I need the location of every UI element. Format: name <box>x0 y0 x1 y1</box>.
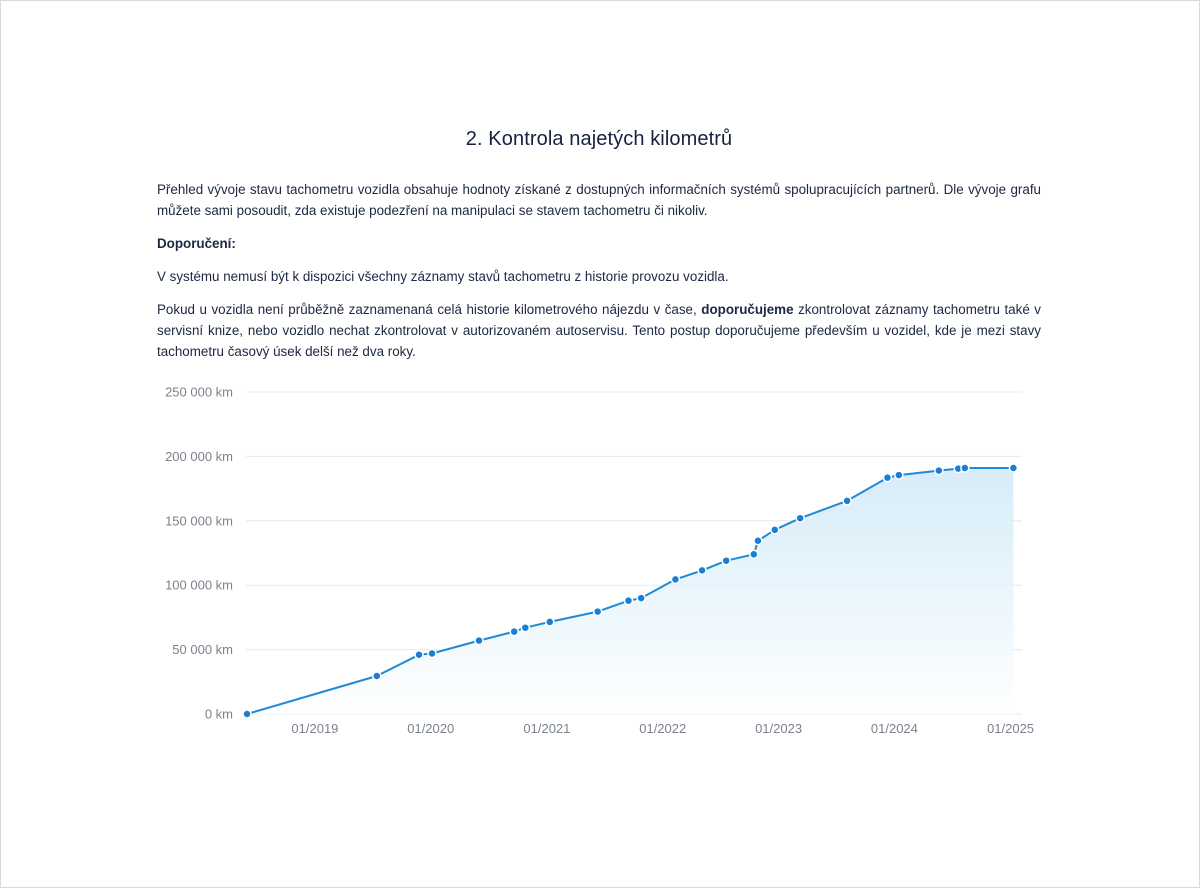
odometer-chart: 0 km 50 000 km 100 000 km 150 000 km 200 000… <box>150 378 1040 748</box>
advice-paragraph: Pokud u vozidla není průběžně zaznamenan… <box>157 299 1041 362</box>
x-tick-label: 01/2024 <box>871 721 918 736</box>
odometer-area <box>247 468 1014 714</box>
odometer-point[interactable] <box>721 555 731 566</box>
section-content: 2. Kontrola najetých kilometrů Přehled v… <box>157 128 1041 374</box>
x-tick-label: 01/2022 <box>639 721 686 736</box>
advice-text-end: zkontrolovat záznamy tachometru také v s… <box>157 302 1042 359</box>
odometer-point[interactable] <box>882 472 893 483</box>
note-paragraph: V systému nemusí být k dispozici všechny… <box>157 269 729 284</box>
odometer-point[interactable] <box>520 622 531 633</box>
y-tick-label: 200 000 km <box>165 449 233 464</box>
odometer-point[interactable] <box>960 463 970 473</box>
odometer-point[interactable] <box>1008 463 1019 473</box>
y-tick-label: 150 000 km <box>165 513 233 528</box>
y-tick-label: 0 km <box>205 707 233 722</box>
odometer-point[interactable] <box>894 470 904 480</box>
odometer-point[interactable] <box>842 496 852 506</box>
recommendation-heading: Doporučení: <box>157 236 236 251</box>
x-tick-label: 01/2021 <box>523 721 570 736</box>
advice-text-start: Pokud u vozidla není průběžně zaznamenan… <box>157 302 702 317</box>
odometer-point[interactable] <box>670 574 681 585</box>
x-tick-label: 01/2023 <box>755 721 802 736</box>
odometer-point[interactable] <box>414 650 424 660</box>
y-tick-label: 250 000 km <box>165 385 233 400</box>
odometer-point[interactable] <box>509 626 519 637</box>
x-tick-label: 01/2020 <box>407 721 454 736</box>
odometer-point[interactable] <box>934 465 944 476</box>
y-tick-label: 100 000 km <box>165 578 233 593</box>
odometer-point[interactable] <box>623 595 634 606</box>
advice-emphasis: doporučujeme <box>701 302 794 317</box>
odometer-point[interactable] <box>753 536 763 546</box>
x-tick-label: 01/2019 <box>291 721 338 736</box>
y-tick-label: 50 000 km <box>172 642 233 657</box>
odometer-chart-svg: 0 km 50 000 km 100 000 km 150 000 km 200 000… <box>165 385 1034 737</box>
odometer-point[interactable] <box>592 606 603 617</box>
odometer-point[interactable] <box>770 525 780 535</box>
odometer-point[interactable] <box>372 671 382 681</box>
odometer-point[interactable] <box>474 635 484 646</box>
odometer-point[interactable] <box>697 565 707 576</box>
section-title: 2. Kontrola najetých kilometrů <box>465 128 733 150</box>
odometer-point[interactable] <box>636 593 646 603</box>
intro-paragraph: Přehled vývoje stavu tachometru vozidla … <box>157 182 1041 218</box>
odometer-point[interactable] <box>545 617 555 627</box>
odometer-point[interactable] <box>242 709 252 719</box>
odometer-point[interactable] <box>749 549 759 560</box>
odometer-point[interactable] <box>427 648 437 659</box>
odometer-point[interactable] <box>795 513 805 523</box>
x-tick-label: 01/2025 <box>987 721 1034 736</box>
